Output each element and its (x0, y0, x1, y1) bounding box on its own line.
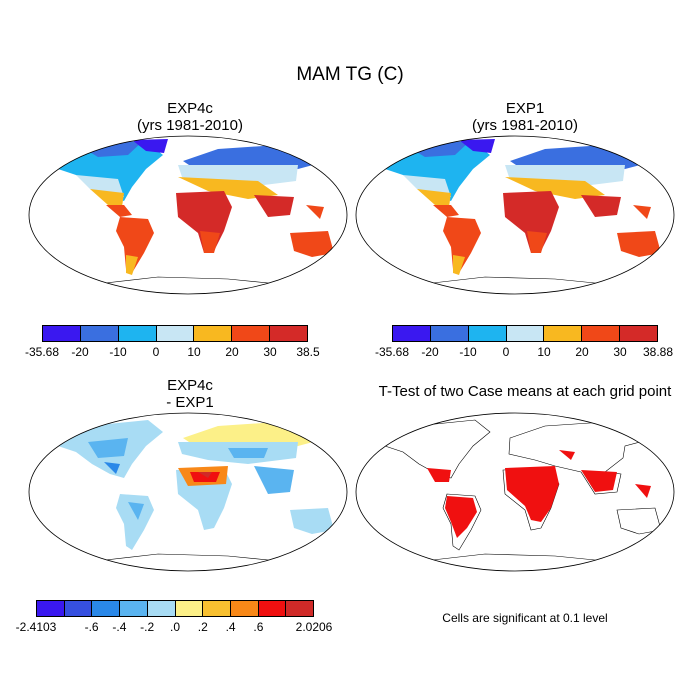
colorbar-swatch (270, 326, 308, 341)
colorbar-exp1-labels: -35.68 -20 -10 0 10 20 30 38.88 (375, 345, 673, 359)
colorbar-swatch (147, 601, 176, 616)
colorbar-tick-label: -2.4103 (15, 620, 57, 634)
colorbar-tick-label: -20 (71, 345, 89, 359)
colorbar-swatch (80, 326, 119, 341)
colorbar-tick-label: 0 (152, 345, 160, 359)
colorbar-swatch (175, 601, 204, 616)
panel-title-line1: EXP1 (505, 100, 545, 117)
colorbar-exp4c (42, 325, 308, 342)
colorbar-tick-label: -10 (459, 345, 477, 359)
colorbar-swatch (64, 601, 93, 616)
main-title: MAM TG (C) (296, 64, 404, 85)
colorbar-tick-label: 10 (537, 345, 551, 359)
colorbar-tick-label: 38.5 (296, 345, 320, 359)
colorbar-tick-label: 20 (575, 345, 589, 359)
panel-title-line2: (yrs 1981-2010) (137, 117, 243, 134)
panel-title-line1: EXP4c (167, 100, 213, 117)
colorbar-swatch (582, 326, 621, 341)
panel-title-exp1: EXP1 (yrs 1981-2010) (350, 100, 700, 134)
colorbar-tick-label: .0 (169, 620, 181, 634)
colorbar-tick-label: .4 (225, 620, 236, 634)
colorbar-swatch (118, 326, 157, 341)
panel-title-diff: EXP4c - EXP1 (30, 377, 350, 411)
colorbar-swatch (286, 601, 314, 616)
colorbar-tick-label: 0 (502, 345, 510, 359)
colorbar-swatch (506, 326, 545, 341)
colorbar-tick-label: -.2 (140, 620, 155, 634)
colorbar-swatch (544, 326, 583, 341)
colorbar-tick-label: -35.68 (374, 345, 410, 359)
colorbar-tick-label: 20 (225, 345, 239, 359)
colorbar-tick-label: 30 (613, 345, 627, 359)
significance-note: Cells are significant at 0.1 level (442, 611, 608, 625)
colorbar-tick-label: 2.0206 (295, 620, 333, 634)
colorbar-swatch (37, 601, 65, 616)
panel-title-line1: EXP4c (167, 377, 213, 394)
colorbar-swatch (430, 326, 469, 341)
colorbar-tick-label: .2 (197, 620, 208, 634)
panel-title-exp4c: EXP4c (yrs 1981-2010) (30, 100, 350, 134)
colorbar-exp1 (392, 325, 658, 342)
colorbar-swatch (92, 601, 121, 616)
colorbar-swatch (468, 326, 507, 341)
map-difference (28, 412, 348, 572)
colorbar-swatch (43, 326, 81, 341)
colorbar-tick-label: .6 (253, 620, 264, 634)
colorbar-difference-labels: -2.4103 -.6 -.4 -.2 .0 .2 .4 .6 2.0206 (16, 620, 333, 634)
colorbar-tick-label: -35.68 (24, 345, 60, 359)
colorbar-difference (36, 600, 314, 617)
colorbar-swatch (203, 601, 231, 616)
colorbar-swatch (232, 326, 271, 341)
colorbar-swatch (156, 326, 195, 341)
colorbar-tick-label: 10 (187, 345, 201, 359)
map-ttest (355, 412, 675, 572)
colorbar-tick-label: -10 (109, 345, 127, 359)
colorbar-swatch (230, 601, 259, 616)
colorbar-swatch (620, 326, 658, 341)
colorbar-tick-label: 30 (263, 345, 277, 359)
colorbar-tick-label: 38.88 (642, 345, 674, 359)
panel-title-line2: (yrs 1981-2010) (472, 117, 578, 134)
panel-title-ttest: T-Test of two Case means at each grid po… (378, 383, 672, 400)
colorbar-tick-label: -20 (421, 345, 439, 359)
map-exp1 (355, 135, 675, 295)
panel-title-line2: - EXP1 (166, 394, 214, 411)
colorbar-exp4c-labels: -35.68 -20 -10 0 10 20 30 38.5 (25, 345, 320, 359)
colorbar-swatch (393, 326, 431, 341)
colorbar-tick-label: -.4 (112, 620, 127, 634)
colorbar-swatch (120, 601, 148, 616)
colorbar-tick-label: -.6 (84, 620, 99, 634)
map-exp4c (28, 135, 348, 295)
colorbar-swatch (194, 326, 233, 341)
colorbar-swatch (258, 601, 287, 616)
